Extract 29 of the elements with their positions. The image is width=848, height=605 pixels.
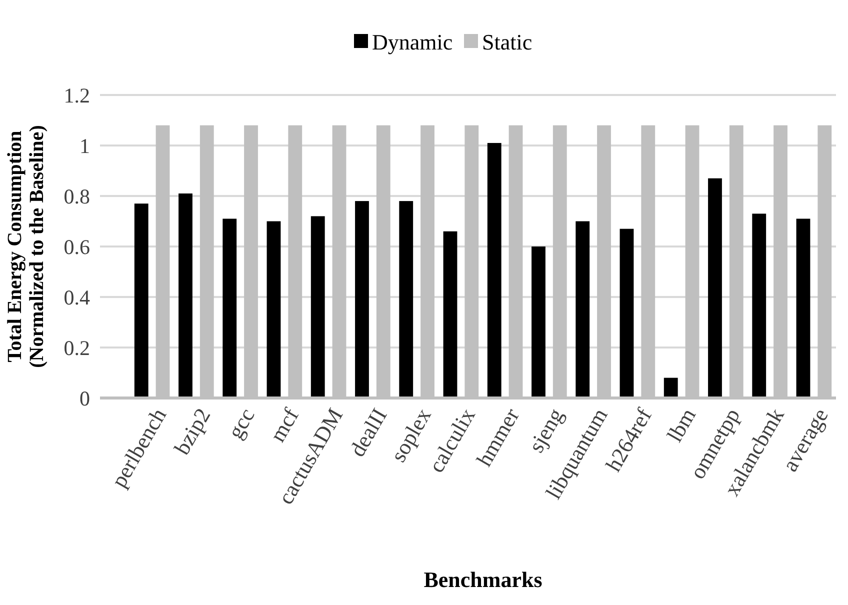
x-tick-label: lbm bbox=[662, 404, 701, 446]
y-tick-label: 1 bbox=[80, 134, 90, 158]
y-tick-label: 0 bbox=[80, 386, 90, 410]
y-tick-label: 0.2 bbox=[64, 336, 90, 360]
legend-label: Static bbox=[482, 30, 532, 55]
bar bbox=[752, 214, 766, 398]
bar bbox=[487, 142, 502, 398]
y-axis-title: Total Energy Consumption (Normalized to the Baseline) bbox=[4, 125, 48, 368]
bar bbox=[532, 246, 546, 398]
y-tick-label: 0.6 bbox=[64, 234, 90, 259]
x-axis-title: Benchmarks bbox=[424, 567, 543, 592]
y-tick-label: 1.2 bbox=[64, 83, 90, 108]
x-tick-label: gcc bbox=[222, 404, 260, 443]
bar bbox=[443, 231, 458, 398]
bar bbox=[576, 221, 590, 398]
bar bbox=[796, 218, 810, 398]
bar bbox=[134, 204, 148, 398]
bar bbox=[708, 178, 722, 398]
y-tick-label: 0.4 bbox=[64, 285, 90, 310]
y-tick-label: 0.8 bbox=[64, 184, 90, 208]
legend-label: Dynamic bbox=[372, 30, 453, 55]
bar bbox=[664, 378, 678, 398]
bar bbox=[620, 228, 634, 398]
bar bbox=[266, 221, 281, 398]
bar bbox=[399, 201, 414, 398]
bar bbox=[310, 216, 325, 398]
bar bbox=[355, 201, 369, 398]
bar bbox=[222, 218, 237, 398]
bar bbox=[178, 193, 192, 398]
